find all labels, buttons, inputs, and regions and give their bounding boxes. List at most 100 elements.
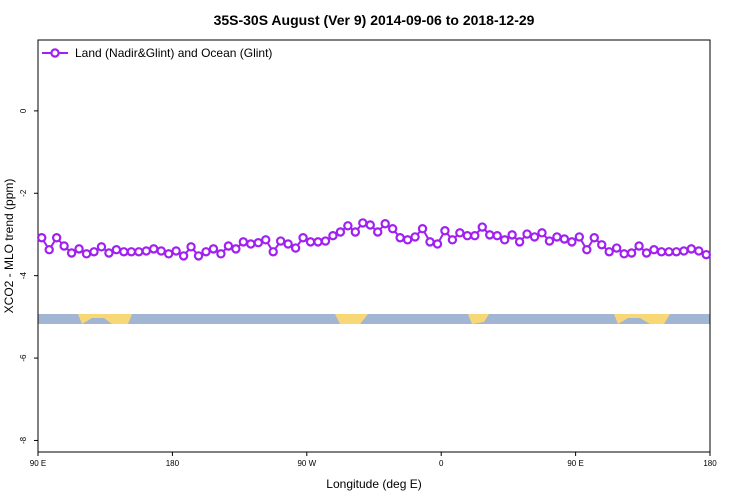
data-point bbox=[634, 241, 644, 251]
data-point bbox=[358, 218, 368, 228]
land bbox=[335, 314, 368, 324]
data-point bbox=[313, 237, 323, 247]
x-tick-label: 90 W bbox=[297, 459, 316, 468]
data-point bbox=[186, 242, 196, 252]
data-point bbox=[641, 248, 652, 258]
land bbox=[468, 314, 489, 324]
data-point bbox=[208, 244, 219, 254]
x-tick-label: 90 E bbox=[30, 459, 46, 468]
data-point bbox=[51, 233, 62, 243]
data-point bbox=[477, 222, 487, 232]
data-point bbox=[335, 227, 346, 237]
data-point bbox=[238, 237, 249, 247]
data-point bbox=[320, 236, 331, 246]
data-point bbox=[59, 241, 69, 251]
data-point bbox=[261, 235, 271, 245]
data-point bbox=[156, 246, 166, 256]
y-tick-label: -8 bbox=[19, 436, 28, 444]
data-point bbox=[417, 223, 428, 234]
data-point bbox=[66, 248, 77, 258]
data-point bbox=[686, 244, 697, 254]
data-point bbox=[701, 249, 711, 260]
data-point bbox=[163, 249, 174, 259]
data-point bbox=[305, 237, 316, 247]
x-tick-label: 180 bbox=[703, 459, 717, 468]
data-point bbox=[193, 251, 204, 261]
data-point bbox=[671, 247, 682, 257]
data-point bbox=[597, 240, 607, 250]
land bbox=[78, 314, 132, 324]
data-point bbox=[604, 247, 614, 257]
data-point bbox=[81, 249, 92, 259]
data-point bbox=[171, 246, 181, 256]
y-tick-label: -6 bbox=[19, 354, 28, 362]
data-point bbox=[298, 233, 308, 243]
data-point bbox=[178, 251, 189, 261]
data-point bbox=[485, 230, 495, 240]
data-point bbox=[507, 230, 517, 240]
map-strip bbox=[38, 314, 710, 324]
data-point bbox=[514, 237, 525, 247]
data-point bbox=[656, 247, 667, 257]
y-tick-label: 0 bbox=[19, 108, 28, 113]
data-point bbox=[649, 245, 659, 255]
data-point bbox=[44, 245, 54, 255]
data-point bbox=[626, 248, 637, 258]
data-point bbox=[268, 247, 278, 257]
data-point bbox=[246, 239, 256, 249]
data-point bbox=[223, 241, 234, 251]
data-point bbox=[567, 237, 577, 247]
data-point bbox=[410, 232, 420, 242]
data-point bbox=[283, 239, 293, 249]
data-point bbox=[432, 239, 443, 249]
data-point bbox=[529, 232, 540, 242]
chart-title: 35S-30S August (Ver 9) 2014-09-06 to 201… bbox=[214, 12, 535, 28]
data-point bbox=[395, 233, 405, 243]
data-point bbox=[574, 232, 585, 242]
data-point bbox=[275, 236, 286, 246]
data-point bbox=[328, 230, 338, 241]
x-axis-label: Longitude (deg E) bbox=[326, 477, 421, 491]
plot-frame bbox=[37, 39, 711, 453]
ocean-strip bbox=[38, 314, 710, 324]
data-point bbox=[694, 246, 704, 256]
data-point bbox=[425, 237, 435, 247]
data-point bbox=[365, 220, 375, 230]
data-point bbox=[537, 228, 547, 238]
data-point bbox=[149, 244, 159, 254]
data-point bbox=[664, 247, 674, 257]
y-tick-label: -4 bbox=[19, 272, 28, 280]
land bbox=[614, 314, 670, 324]
data-point bbox=[253, 238, 263, 248]
data-point bbox=[522, 229, 532, 239]
data-point bbox=[126, 247, 137, 257]
x-tick-label: 180 bbox=[166, 459, 180, 468]
y-axis-label: XCO2 - MLO trend (ppm) bbox=[2, 179, 16, 314]
data-point bbox=[37, 233, 47, 243]
data-point bbox=[455, 228, 465, 238]
data-point bbox=[96, 242, 107, 252]
data-point bbox=[350, 227, 361, 237]
data-point bbox=[559, 234, 570, 244]
legend-label: Land (Nadir&Glint) and Ocean (Glint) bbox=[75, 46, 272, 60]
data-point bbox=[373, 227, 383, 237]
data-point bbox=[290, 243, 301, 253]
data-point bbox=[462, 230, 473, 241]
data-point bbox=[387, 223, 398, 234]
data-point bbox=[201, 247, 211, 257]
data-point bbox=[119, 247, 129, 257]
data-point bbox=[679, 246, 689, 256]
data-point bbox=[134, 247, 144, 257]
data-point bbox=[544, 236, 555, 246]
data-point bbox=[552, 232, 562, 242]
data-point bbox=[589, 233, 599, 243]
data-point bbox=[492, 230, 502, 241]
data-point bbox=[470, 230, 480, 241]
data-point bbox=[141, 246, 151, 256]
data-point bbox=[89, 247, 99, 257]
data-point bbox=[216, 249, 226, 259]
data-point bbox=[380, 219, 390, 229]
data-point bbox=[611, 243, 622, 253]
